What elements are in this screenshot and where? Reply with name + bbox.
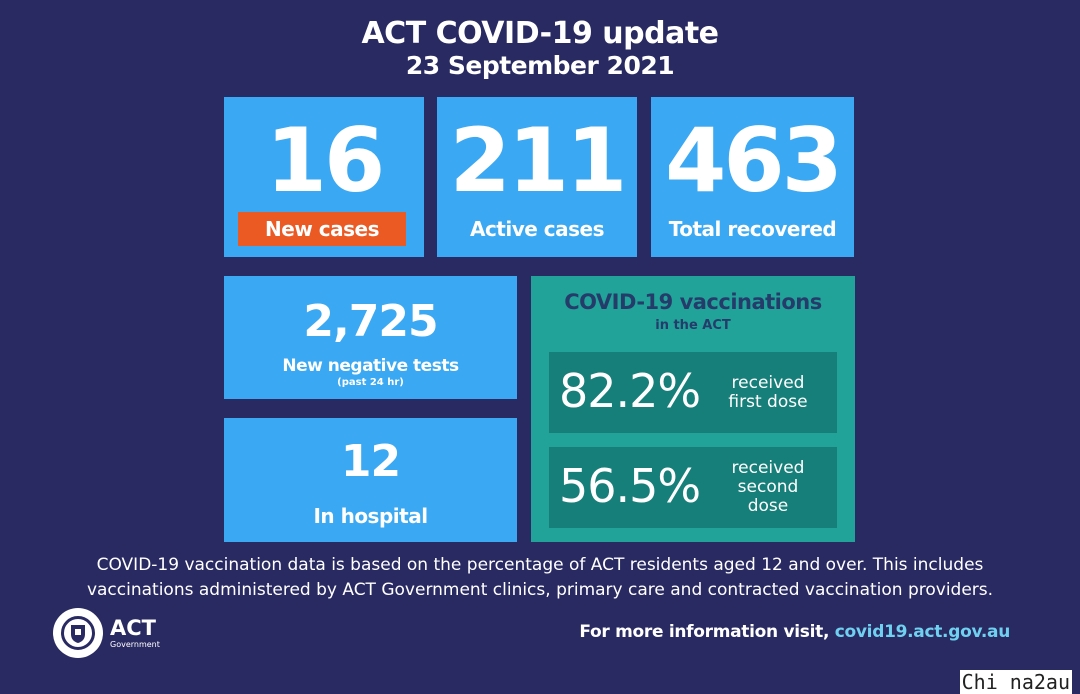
info-link[interactable]: covid19.act.gov.au <box>834 622 1011 642</box>
act-crest-icon <box>53 608 103 658</box>
total-recovered-card: 463 Total recovered <box>651 97 854 257</box>
active-cases-value: 211 <box>449 109 628 212</box>
vaccinations-subtitle: in the ACT <box>655 318 731 333</box>
first-dose-desc: received first dose <box>713 374 823 412</box>
hospital-card: 12 In hospital <box>224 418 517 542</box>
new-cases-value: 16 <box>265 109 385 212</box>
active-cases-card: 211 Active cases <box>437 97 637 257</box>
total-recovered-label: Total recovered <box>668 217 837 241</box>
second-dose-pct: 56.5% <box>559 459 701 513</box>
act-crest-inner-icon <box>61 616 95 650</box>
vaccinations-panel: COVID-19 vaccinations in the ACT 82.2% r… <box>531 276 855 542</box>
first-dose-line1: received <box>731 373 805 393</box>
second-dose-box: 56.5% received second dose <box>549 447 837 528</box>
new-cases-label: New cases <box>238 212 406 246</box>
hospital-value: 12 <box>340 436 401 487</box>
act-logo-sub: Government <box>110 640 160 649</box>
second-dose-line2: second <box>737 477 799 497</box>
second-dose-line3: dose <box>747 496 789 516</box>
watermark: Chi na2au <box>959 670 1072 694</box>
page-title: ACT COVID-19 update <box>361 16 719 51</box>
total-recovered-value: 463 <box>665 109 843 212</box>
new-cases-card: 16 New cases <box>224 97 424 257</box>
second-dose-desc: received second dose <box>713 459 823 516</box>
more-info: For more information visit, covid19.act.… <box>579 622 1010 642</box>
negative-tests-label: New negative tests <box>282 356 459 376</box>
negative-tests-sub: (past 24 hr) <box>337 377 404 388</box>
footnote-line1: COVID-19 vaccination data is based on th… <box>96 555 984 575</box>
act-logo-text: ACT <box>110 616 156 640</box>
footnote: COVID-19 vaccination data is based on th… <box>0 553 1080 603</box>
vaccinations-title: COVID-19 vaccinations <box>564 290 822 314</box>
page-date: 23 September 2021 <box>405 51 675 80</box>
first-dose-box: 82.2% received first dose <box>549 352 837 433</box>
second-dose-line1: received <box>731 458 805 478</box>
first-dose-pct: 82.2% <box>559 364 701 418</box>
negative-tests-value: 2,725 <box>303 296 438 347</box>
hospital-label: In hospital <box>313 504 428 528</box>
first-dose-line2: first dose <box>728 392 808 412</box>
negative-tests-card: 2,725 New negative tests (past 24 hr) <box>224 276 517 399</box>
more-info-prefix: For more information visit, <box>579 622 835 642</box>
footnote-line2: vaccinations administered by ACT Governm… <box>86 580 994 600</box>
active-cases-label: Active cases <box>469 217 605 241</box>
